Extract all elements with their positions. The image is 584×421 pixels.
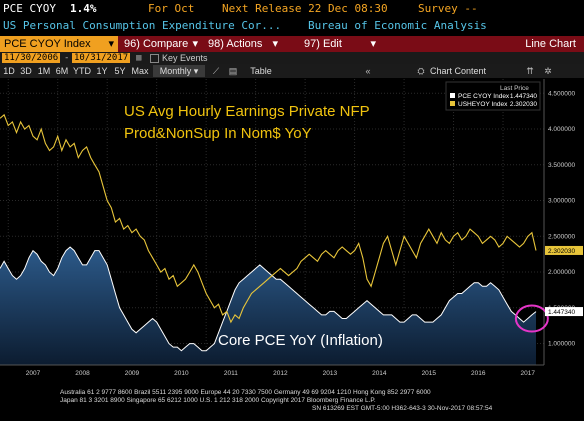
start-date-input[interactable]: 11/30/2006 xyxy=(2,53,61,63)
range-3d[interactable]: 3D xyxy=(20,66,32,76)
security-field[interactable]: PCE CYOY Index ▾ xyxy=(0,36,118,52)
calendar-icon[interactable]: ▦ xyxy=(136,53,142,63)
range-max[interactable]: Max xyxy=(131,66,149,76)
x-tick-label: 2008 xyxy=(75,370,90,377)
chart-content-icon: ⛭ xyxy=(417,66,425,76)
up-arrows-icon[interactable]: ⇈ xyxy=(526,66,534,76)
edit-label: 97) Edit xyxy=(304,38,342,50)
x-tick-label: 2016 xyxy=(471,370,486,377)
legend-swatch-pce xyxy=(450,93,455,98)
legend-box xyxy=(445,81,541,111)
range-1m[interactable]: 1M xyxy=(37,66,51,76)
description-row: US Personal Consumption Expenditure Cor.… xyxy=(0,17,584,34)
chart-content-button[interactable]: Chart Content xyxy=(430,66,487,76)
pce-annotation: Core PCE YoY (Inflation) xyxy=(218,332,383,349)
toolbar: PCE CYOY Index ▾ 96) Compare ▾ 98) Actio… xyxy=(0,36,584,52)
range-1d[interactable]: 1D xyxy=(3,66,15,76)
line-style-icon[interactable]: ⟋ xyxy=(212,66,220,76)
footer-line2: Japan 81 3 3201 8900 Singapore 65 6212 1… xyxy=(60,397,376,404)
frequency-select[interactable]: Monthly ▾ xyxy=(153,65,205,77)
survey-label: Survey -- xyxy=(418,2,478,15)
security-description: US Personal Consumption Expenditure Cor.… xyxy=(3,19,282,32)
last-value: 1.4% xyxy=(70,2,97,15)
footer-line3: SN 613269 EST GMT-5:00 H362-643-3 30-Nov… xyxy=(312,405,493,412)
settings-icon[interactable]: ✲ xyxy=(544,66,552,76)
x-tick-label: 2014 xyxy=(372,370,387,377)
compare-label: 96) Compare xyxy=(124,38,189,50)
x-tick-label: 2015 xyxy=(422,370,437,377)
edit-button[interactable]: 97) Edit ▾ xyxy=(300,36,380,52)
key-events-label: Key Events xyxy=(162,53,208,63)
chart-type-label[interactable]: Line Chart xyxy=(525,38,576,50)
x-tick-label: 2013 xyxy=(323,370,338,377)
x-tick-label: 2011 xyxy=(224,370,238,377)
range-ytd[interactable]: YTD xyxy=(73,66,91,76)
dropdown-icon: ▾ xyxy=(108,38,114,50)
end-date-input[interactable]: 10/31/2017 xyxy=(72,53,131,63)
actions-button[interactable]: 98) Actions ▾ xyxy=(204,36,282,52)
highlight-circle xyxy=(514,304,549,333)
line-chart: 1.0000001.5000002.0000002.5000003.000000… xyxy=(0,79,583,377)
legend-title: Last Price xyxy=(500,85,529,92)
x-tick-label: 2010 xyxy=(174,370,189,377)
ticker-header: PCE CYOY 1.4% For Oct Next Release 22 De… xyxy=(0,0,584,17)
y-tick-label: 4.000000 xyxy=(548,126,575,133)
y-tick-label: 2.500000 xyxy=(548,233,575,240)
range-controls: 1D 3D 1M 6M YTD 1Y 5Y Max Monthly ▾ ⟋ ▤ … xyxy=(0,64,584,78)
y-tick-label: 3.500000 xyxy=(548,162,575,169)
footer-line1: Australia 61 2 9777 8600 Brazil 5511 239… xyxy=(60,389,431,396)
date-separator: - xyxy=(64,53,70,63)
earnings-tag-value: 2.302030 xyxy=(548,248,575,255)
edit-dropdown-icon: ▾ xyxy=(370,38,376,50)
key-events-checkbox[interactable] xyxy=(150,54,159,63)
legend-value-earnings: 2.302030 xyxy=(510,101,537,108)
x-tick-label: 2017 xyxy=(521,370,536,377)
y-tick-label: 3.000000 xyxy=(548,198,575,205)
y-tick-label: 1.000000 xyxy=(548,341,575,348)
pce-area-fill xyxy=(0,247,536,365)
chart-icon[interactable]: ▤ xyxy=(228,66,238,76)
legend-swatch-earnings xyxy=(450,101,455,106)
last-value-tag-earnings: 2.302030 xyxy=(545,245,583,255)
source-label: Bureau of Economic Analysis xyxy=(308,19,487,32)
range-5y[interactable]: 5Y xyxy=(114,66,126,76)
frequency-label: Monthly xyxy=(159,66,192,76)
security-field-label: PCE CYOY Index xyxy=(4,38,91,50)
x-axis-ticks: 2007 2008 2009 2010 2011 2012 2013 2014 2015 2016… xyxy=(26,370,536,377)
actions-label: 98) Actions xyxy=(208,38,263,50)
pce-series-line xyxy=(0,246,537,352)
date-bar: 11/30/2006 - 10/31/2017 ▦ Key Events xyxy=(0,52,584,64)
earnings-tag-bg xyxy=(545,245,583,255)
compare-dropdown-icon: ▾ xyxy=(192,38,198,50)
legend: Last Price PCE CYOY Index 1.447340 USHEY… xyxy=(445,81,541,111)
actions-dropdown-icon: ▾ xyxy=(272,38,278,50)
pce-tag-bg xyxy=(545,307,583,317)
next-release: Next Release 22 Dec 08:30 xyxy=(222,2,388,15)
earnings-annotation-line2: Prod&NonSup In Nom$ YoY xyxy=(124,125,312,142)
earnings-annotation-line1: US Avg Hourly Earnings Private NFP xyxy=(124,103,370,120)
period-label: For Oct xyxy=(148,2,195,15)
legend-value-pce: 1.447340 xyxy=(510,93,537,100)
legend-name-pce: PCE CYOY Index xyxy=(458,93,510,100)
footer: Australia 61 2 9777 8600 Brazil 5511 239… xyxy=(0,385,584,421)
range-1y[interactable]: 1Y xyxy=(96,66,108,76)
y-tick-label: 4.500000 xyxy=(548,90,575,97)
collapse-icon[interactable]: « xyxy=(365,66,371,76)
last-value-tag-pce: 1.447340 xyxy=(545,307,583,317)
table-button[interactable]: Table xyxy=(250,66,272,76)
x-tick-label: 2012 xyxy=(273,370,288,377)
earnings-series-line xyxy=(0,113,537,324)
ticker-symbol[interactable]: PCE CYOY xyxy=(3,2,56,15)
legend-name-earnings: USHEYOY Index xyxy=(458,101,508,108)
frequency-dropdown-icon: ▾ xyxy=(193,66,199,76)
compare-button[interactable]: 96) Compare ▾ xyxy=(120,36,202,52)
pce-tag-value: 1.447340 xyxy=(548,309,575,316)
y-tick-label: 2.000000 xyxy=(548,269,575,276)
range-6m[interactable]: 6M xyxy=(55,66,69,76)
x-tick-label: 2007 xyxy=(26,370,41,377)
x-tick-label: 2009 xyxy=(125,370,140,377)
